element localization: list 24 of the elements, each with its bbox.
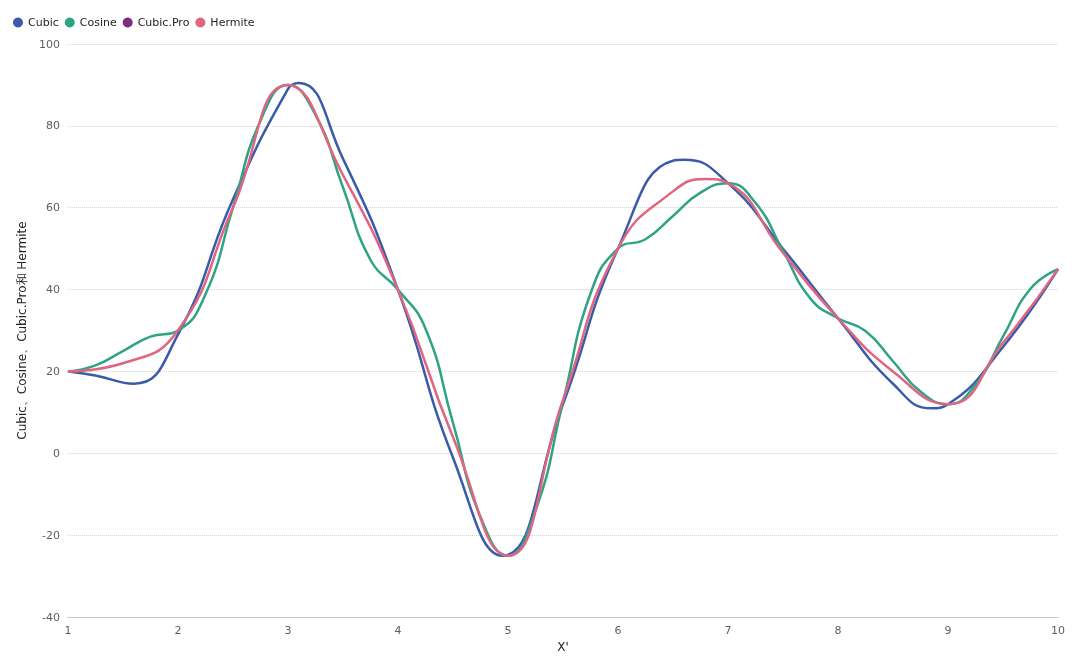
x-tick-label: 2: [174, 624, 182, 638]
y-tick-label: -40: [41, 610, 60, 624]
legend-label: Hermite: [210, 16, 255, 29]
y-tick-label: 80: [45, 119, 60, 133]
y-tick-label: 0: [52, 446, 60, 460]
legend-label: Cubic: [28, 16, 59, 29]
x-tick-label: 4: [394, 624, 402, 638]
legend-label: Cubic.Pro: [137, 16, 190, 29]
y-tick-label: 60: [45, 201, 60, 215]
y-tick-label: -20: [41, 528, 60, 542]
x-tick-label: 9: [944, 624, 952, 638]
y-tick-label: 40: [45, 283, 60, 297]
x-tick-label: 1: [64, 624, 72, 638]
y-axis-title: Cubic、Cosine、Cubic.Pro和 Hermite: [15, 221, 29, 440]
x-tick-label: 5: [504, 624, 512, 638]
x-tick-label: 10: [1051, 624, 1065, 638]
legend-label: Cosine: [79, 16, 117, 29]
y-tick-label: 100: [38, 37, 60, 51]
x-tick-label: 3: [284, 624, 292, 638]
x-tick-label: 7: [724, 624, 732, 638]
x-tick-label: 6: [614, 624, 622, 638]
x-tick-label: 8: [834, 624, 842, 638]
x-axis-title: X': [557, 640, 569, 654]
y-tick-label: 20: [45, 364, 60, 378]
